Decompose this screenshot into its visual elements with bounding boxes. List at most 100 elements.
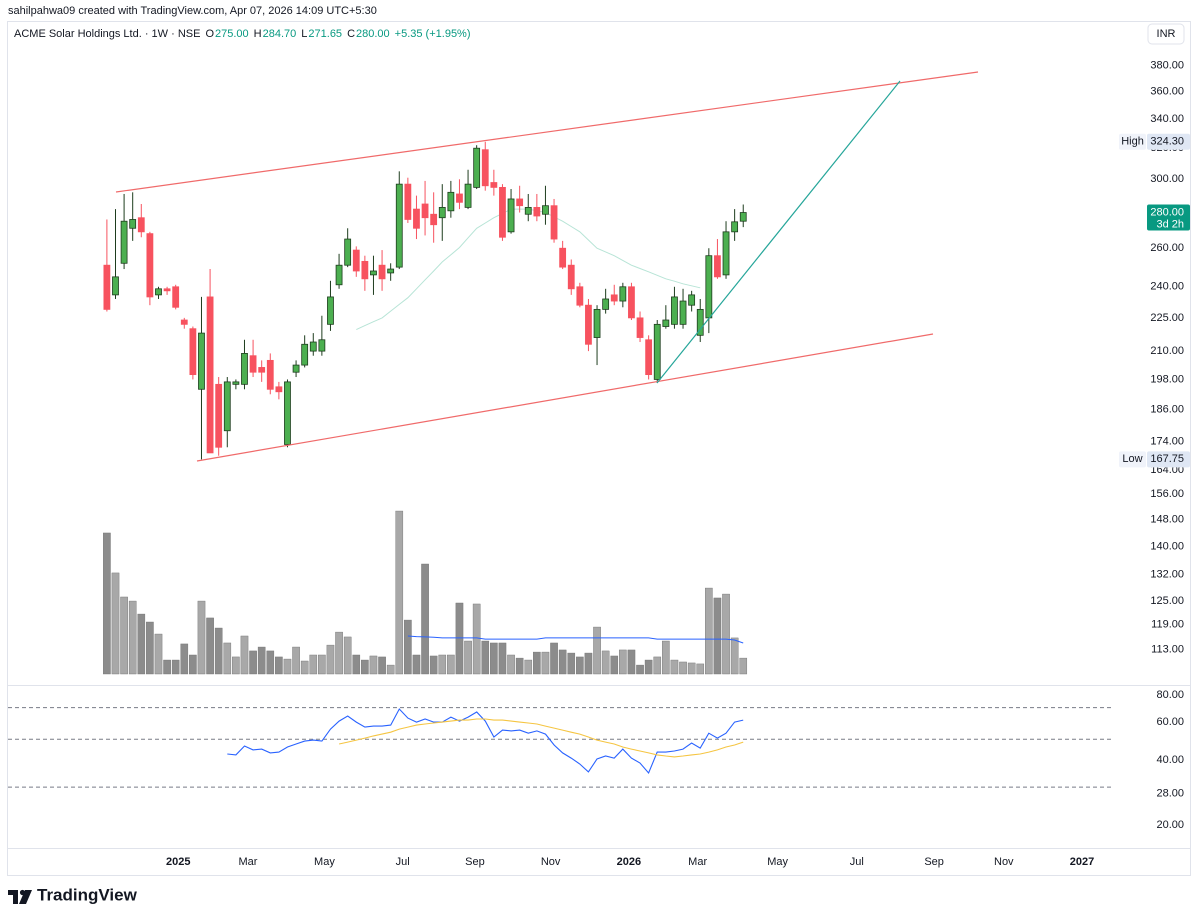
volume-bar — [180, 643, 189, 675]
candle-body — [731, 221, 739, 233]
candle-body — [567, 264, 575, 290]
candle-body — [602, 298, 610, 310]
volume-bar — [593, 626, 601, 675]
y-tick-label: 113.00 — [1151, 644, 1184, 656]
volume-bar — [705, 587, 713, 675]
x-tick-label: 2027 — [1070, 856, 1094, 868]
volume-bar — [567, 652, 576, 675]
chart-frame — [7, 21, 1191, 876]
candle-body — [189, 328, 197, 376]
channel-upper-line — [115, 71, 979, 193]
y-tick-label: 240.00 — [1150, 281, 1184, 293]
volume-bar — [576, 656, 584, 675]
volume-bar — [730, 637, 739, 675]
candle-body — [524, 206, 532, 215]
currency-label[interactable]: INR — [1157, 28, 1176, 40]
volume-bar — [429, 655, 438, 675]
volume-bar — [464, 640, 472, 675]
last-price-text: 280.00 — [1150, 206, 1184, 218]
y-tick-label: 225.00 — [1150, 312, 1184, 324]
volume-bar — [214, 627, 223, 675]
y-tick-label: 186.00 — [1150, 403, 1184, 415]
candle-body — [327, 296, 334, 325]
volume-bar — [335, 631, 343, 675]
logo-shape — [19, 890, 32, 904]
volume-bar — [541, 651, 550, 675]
candle-body — [550, 205, 558, 240]
candle-body — [516, 198, 524, 207]
volume-bar — [653, 656, 662, 675]
volume-bar — [619, 649, 627, 675]
candle-body — [249, 355, 257, 373]
volume-bar — [300, 660, 309, 675]
ohlc-label: O — [205, 28, 215, 40]
candle-body — [671, 296, 678, 325]
volume-bar — [240, 635, 249, 675]
candle-body — [215, 383, 223, 448]
candle-body — [559, 247, 567, 268]
candle-body — [370, 270, 377, 276]
x-tick-label: Sep — [465, 856, 485, 868]
plot-marks — [8, 141, 1113, 788]
price-badge — [1147, 133, 1190, 150]
x-tick-label: Mar — [238, 856, 257, 868]
volume-bar — [369, 655, 378, 675]
y-tick-label: 380.00 — [1150, 59, 1184, 71]
x-tick-label: Nov — [994, 856, 1014, 868]
volume-bar — [266, 650, 275, 675]
candle-body — [309, 341, 317, 352]
y-tick-label: 119.00 — [1151, 619, 1184, 631]
candle-body — [722, 231, 730, 276]
ohlc-item: O 275.00 — [205, 28, 248, 40]
axes: 380.00360.00340.00320.00300.00260.00240.… — [166, 59, 1190, 868]
volume-bar — [361, 659, 369, 675]
ohlc-label: H — [253, 28, 262, 40]
rsi-tick-label: 40.00 — [1156, 754, 1184, 766]
author-line: sahilpahwa09 created with TradingView.co… — [8, 5, 377, 17]
candle-body — [352, 249, 360, 272]
price-badge-label-text: High — [1121, 136, 1144, 148]
candle-body — [163, 288, 171, 292]
candle-body — [430, 213, 438, 226]
x-tick-label: Sep — [924, 856, 944, 868]
volume-bar — [558, 649, 567, 675]
candle-body — [275, 386, 283, 393]
volume-bar — [472, 603, 481, 675]
x-tick-label: May — [767, 856, 788, 868]
candle-body — [155, 288, 162, 296]
y-tick-label: 148.00 — [1150, 514, 1184, 526]
volume-bar — [111, 572, 120, 675]
volume-bar — [128, 600, 137, 675]
candle-body — [696, 308, 704, 336]
candle-body — [542, 205, 549, 215]
symbol-legend: ACME Solar Holdings Ltd. · 1W · NSE O 275… — [14, 28, 471, 40]
volume-bar — [627, 649, 636, 675]
candle-body — [137, 217, 145, 233]
x-tick-label: 2026 — [617, 856, 641, 868]
ohlc-item: L 271.65 — [301, 28, 342, 40]
rsi-line — [227, 708, 744, 775]
price-badge-text: 167.75 — [1150, 453, 1184, 465]
volume-bar — [154, 633, 163, 675]
candle-body — [129, 219, 137, 229]
volume-bar — [713, 597, 722, 675]
volume-bar — [292, 646, 300, 675]
volume-bar — [197, 600, 206, 675]
ohlc-item: C 280.00 — [347, 28, 390, 40]
y-tick-label: 140.00 — [1150, 540, 1184, 552]
currency-button[interactable] — [1147, 23, 1185, 45]
candle-body — [112, 276, 119, 296]
volume-bar — [507, 654, 515, 675]
candle-body — [576, 286, 584, 306]
candle-body — [714, 255, 721, 278]
candle-body — [610, 294, 618, 302]
candle-body — [653, 323, 661, 380]
volume-bar — [524, 659, 533, 675]
rsi-tick-label: 28.00 — [1156, 788, 1184, 800]
candle-body — [438, 206, 446, 219]
volume-bar — [343, 636, 352, 675]
x-tick-label: Mar — [688, 856, 707, 868]
countdown-text: 3d 2h — [1156, 218, 1184, 230]
volume-bar — [584, 652, 593, 675]
